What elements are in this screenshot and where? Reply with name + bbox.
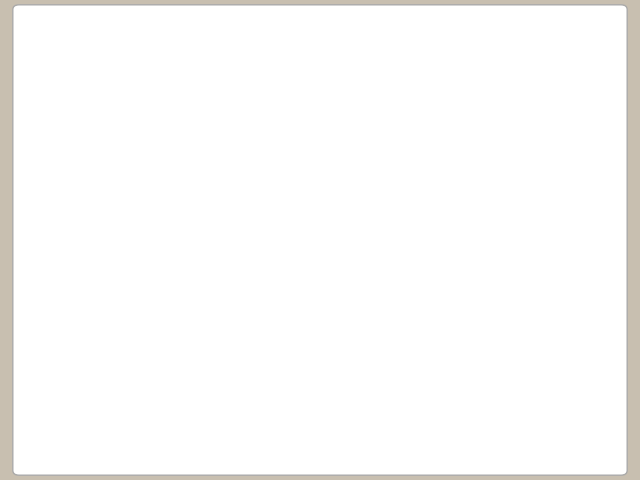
Text: Modals that: Modals that xyxy=(28,228,140,246)
Text: refer to past time:: refer to past time: xyxy=(138,228,307,246)
Text: • might: • might xyxy=(55,289,124,307)
Text: • may: • may xyxy=(55,139,111,157)
Text: Modals referring to present and future time:: Modals referring to present and future t… xyxy=(28,80,426,98)
Text: Time Differences with Modals: Time Differences with Modals xyxy=(111,30,529,54)
Text: past modal: past modal xyxy=(28,420,146,438)
Text: * Note that each present/ future modal has a corresponding: * Note that each present/ future modal h… xyxy=(28,398,568,416)
Text: • will: • will xyxy=(55,193,102,211)
Text: • would: • would xyxy=(55,343,125,361)
Text: • should: • should xyxy=(55,316,131,334)
Text: can: can xyxy=(116,228,151,246)
Text: • could: • could xyxy=(55,262,120,280)
Text: • can: • can xyxy=(55,112,104,130)
Text: • shall: • shall xyxy=(55,166,114,184)
